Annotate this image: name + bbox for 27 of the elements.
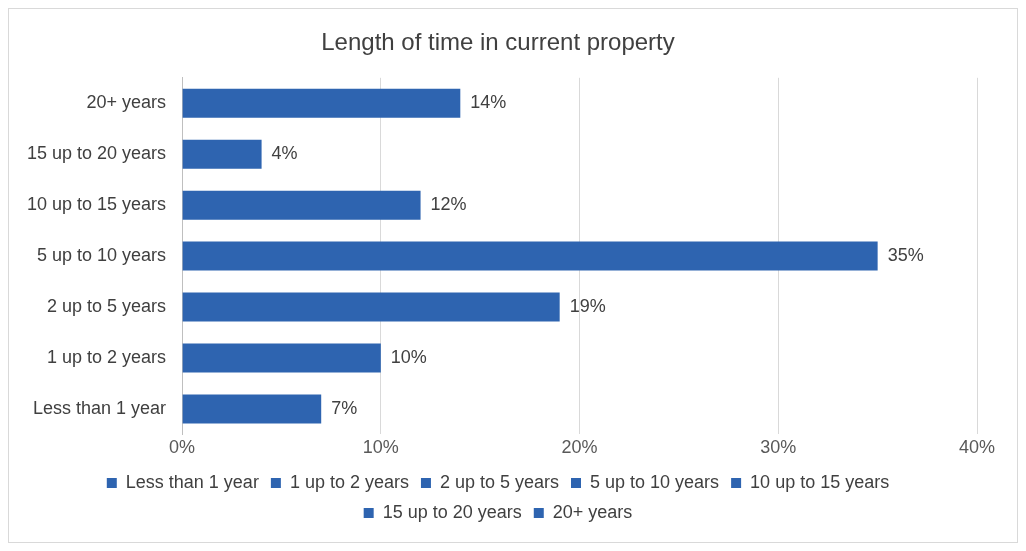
y-tick-label: 15 up to 20 years	[26, 143, 167, 164]
legend-label: 2 up to 5 years	[439, 471, 560, 492]
y-tick-label: 20+ years	[86, 92, 167, 113]
y-tick-label: 1 up to 2 years	[47, 346, 167, 367]
legend-label: 5 up to 10 years	[590, 471, 720, 492]
legend-label: 1 up to 2 years	[289, 471, 409, 492]
chart-title: Length of time in current property	[321, 28, 675, 56]
data-label: 10%	[390, 346, 427, 367]
data-label: 12%	[430, 194, 467, 215]
x-tick-label: 0%	[169, 437, 196, 458]
legend-label: 10 up to 15 years	[750, 471, 890, 492]
legend-label: 15 up to 20 years	[382, 501, 522, 522]
data-label: 7%	[331, 397, 358, 418]
data-label: 4%	[271, 143, 298, 164]
x-tick-label: 10%	[362, 437, 399, 458]
data-label: 35%	[887, 245, 924, 266]
y-tick-label: Less than 1 year	[33, 397, 167, 418]
y-tick-label: 2 up to 5 years	[47, 296, 167, 317]
x-tick-label: 20%	[561, 437, 598, 458]
x-tick-label: 40%	[958, 437, 996, 458]
y-tick-label: 5 up to 10 years	[37, 245, 167, 266]
y-tick-label: 10 up to 15 years	[26, 194, 167, 215]
x-tick-label: 30%	[760, 437, 797, 458]
data-label: 14%	[470, 92, 507, 113]
data-label: 19%	[569, 296, 606, 317]
legend-label: 20+ years	[552, 501, 633, 522]
legend-label: Less than 1 year	[125, 471, 259, 492]
